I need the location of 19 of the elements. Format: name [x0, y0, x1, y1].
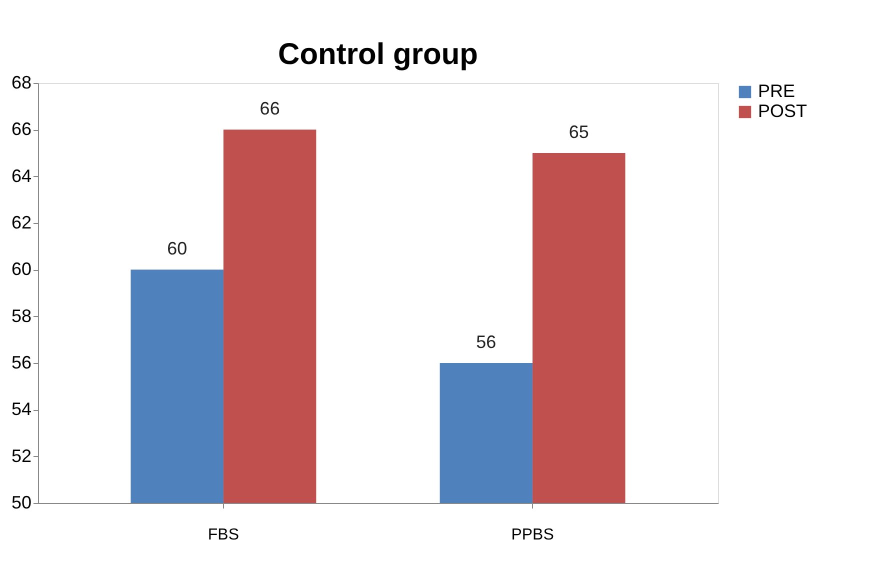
y-tick-label: 52 [11, 446, 32, 466]
data-label: 56 [476, 332, 496, 352]
y-tick-label: 50 [11, 492, 32, 512]
y-tick-label: 58 [11, 306, 32, 326]
y-tick-label: 62 [11, 212, 32, 232]
data-label: 65 [568, 122, 589, 142]
data-label: 66 [260, 98, 280, 119]
y-tick-label: 56 [11, 352, 32, 372]
y-tick-label: 68 [11, 72, 32, 92]
data-label: 60 [167, 238, 188, 259]
legend-label: POST [758, 101, 808, 121]
y-tick-label: 54 [11, 399, 32, 420]
legend-label: PRE [758, 81, 796, 101]
y-tick-label: 64 [11, 166, 32, 186]
y-tick-label: 60 [11, 259, 32, 280]
y-tick-label: 66 [11, 119, 32, 140]
chart-title: Control group [278, 38, 478, 71]
x-tick-label: FBS [208, 526, 240, 544]
x-tick-label: PPBS [511, 526, 554, 544]
